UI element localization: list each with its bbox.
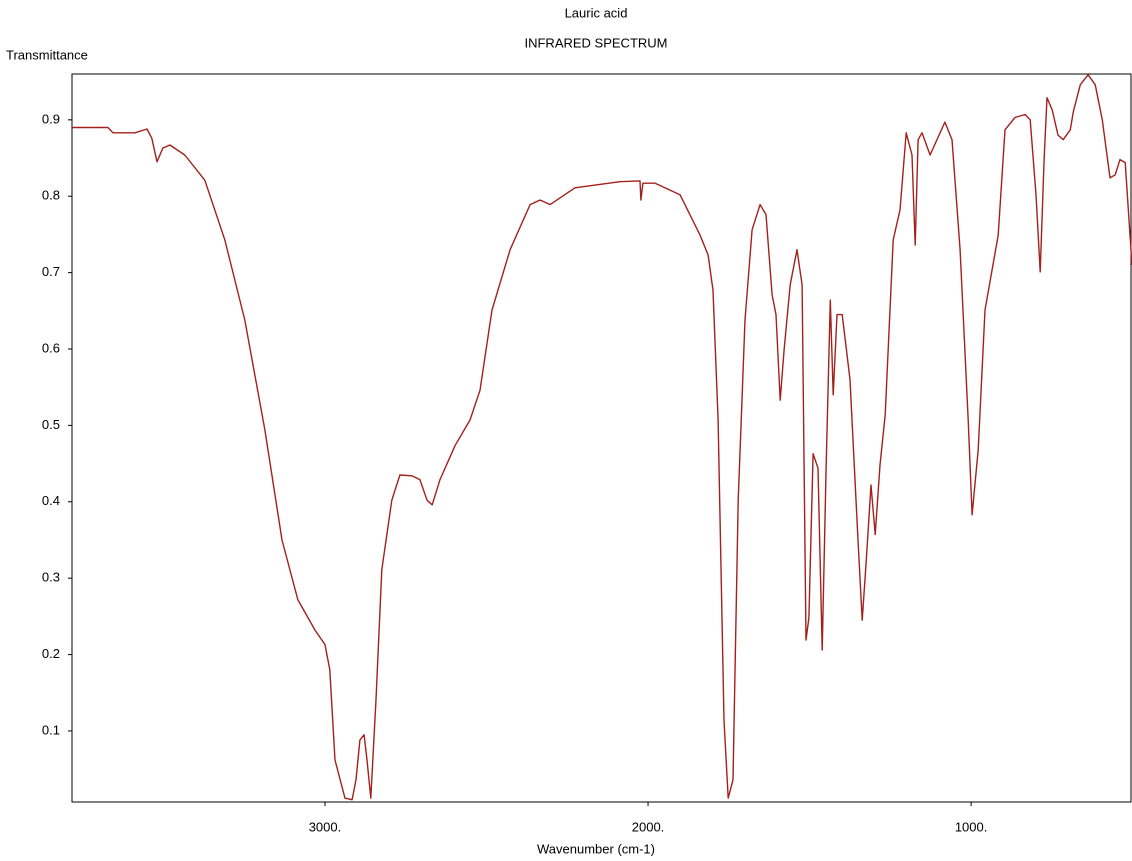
y-tick-label: 0.1: [42, 722, 60, 737]
y-tick-label: 0.3: [42, 570, 60, 585]
x-tick-label: 3000.: [309, 819, 342, 834]
spectrum-line: [72, 74, 1132, 801]
x-tick-label: 1000.: [955, 819, 988, 834]
x-tick-label: 2000.: [632, 819, 665, 834]
y-tick-label: 0.5: [42, 417, 60, 432]
y-axis-label: Transmittance: [6, 47, 88, 62]
y-tick-label: 0.6: [42, 340, 60, 355]
y-tick-label: 0.7: [42, 264, 60, 279]
y-tick-label: 0.9: [42, 111, 60, 126]
y-tick-label: 0.8: [42, 188, 60, 203]
plot-frame: [71, 73, 1132, 803]
chart-subtitle: INFRARED SPECTRUM: [524, 35, 667, 50]
y-tick-label: 0.2: [42, 646, 60, 661]
chart-title: Lauric acid: [565, 5, 628, 20]
y-tick-label: 0.4: [42, 493, 60, 508]
x-axis-label: Wavenumber (cm-1): [537, 841, 655, 856]
